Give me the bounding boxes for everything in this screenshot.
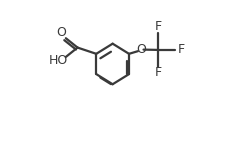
Text: O: O bbox=[56, 26, 66, 39]
Text: O: O bbox=[136, 43, 146, 56]
Text: F: F bbox=[154, 66, 162, 79]
Text: HO: HO bbox=[49, 54, 69, 67]
Text: F: F bbox=[178, 43, 185, 56]
Text: F: F bbox=[154, 20, 162, 33]
